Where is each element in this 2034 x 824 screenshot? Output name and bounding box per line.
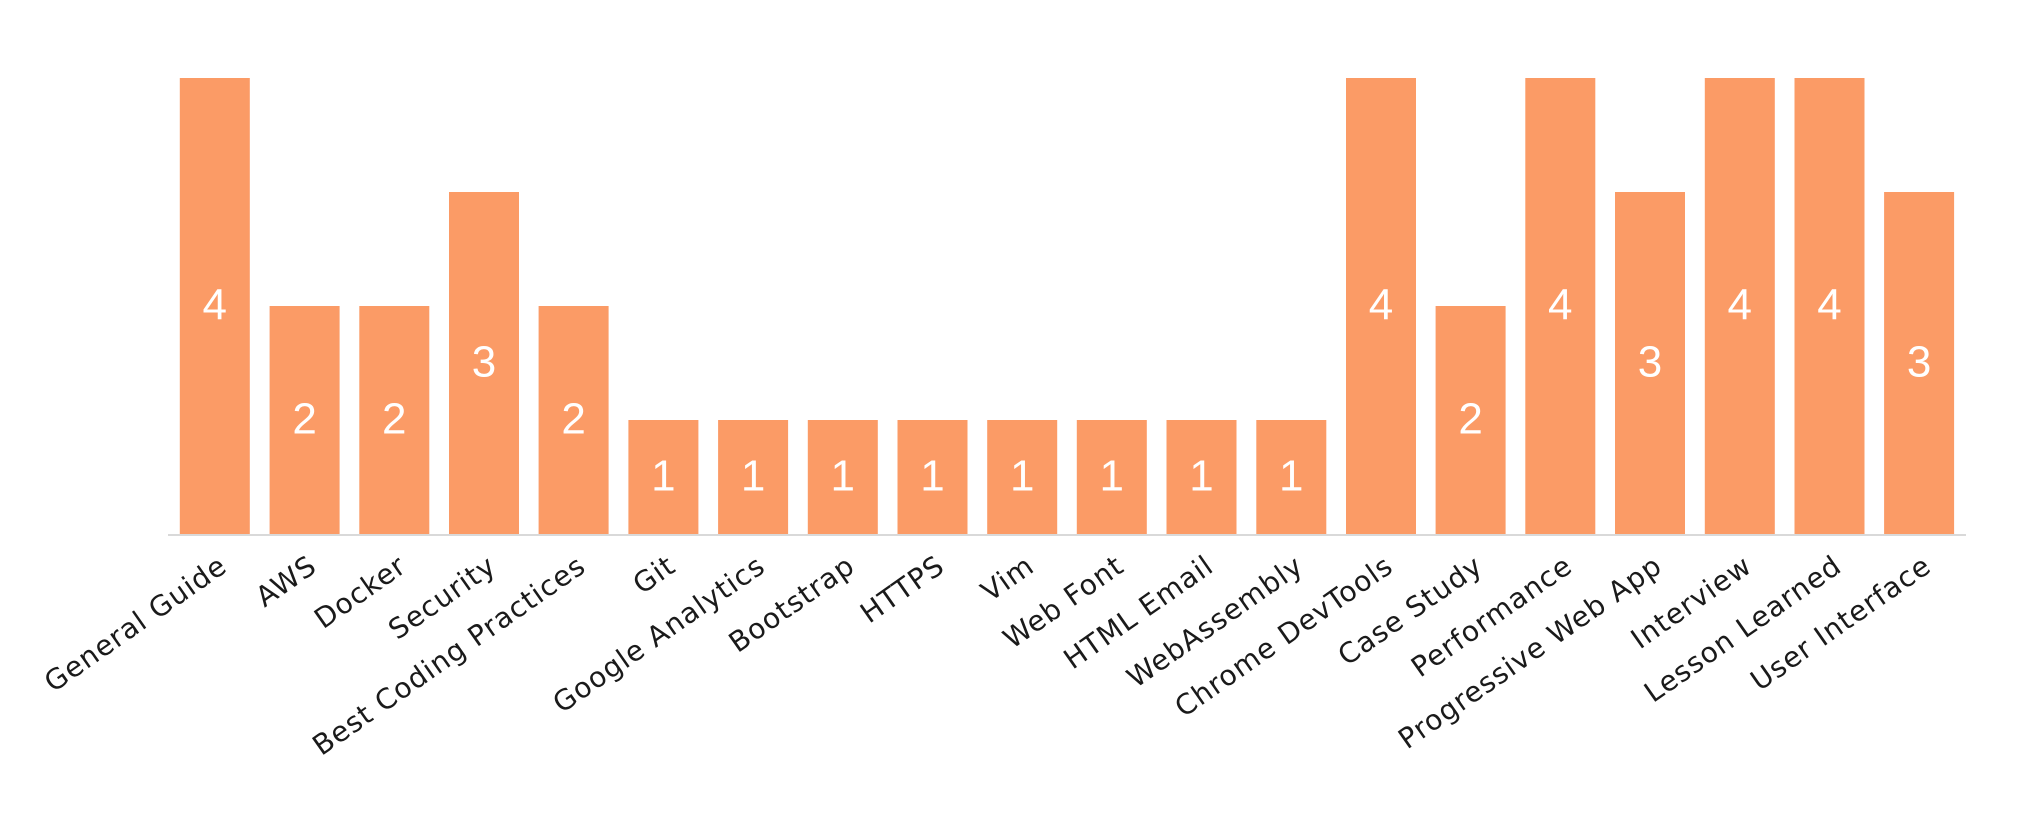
bar-6 — [718, 420, 789, 534]
bar-data-label: 4 — [1369, 281, 1393, 330]
bar-data-label: 2 — [382, 395, 406, 444]
bar-2 — [359, 306, 430, 534]
bar-8 — [897, 420, 968, 534]
bar-14 — [1435, 306, 1506, 534]
bar-18 — [1794, 78, 1865, 534]
bar-data-label: 1 — [741, 452, 765, 501]
x-tick-label: Git — [627, 549, 682, 601]
bar-data-label: 1 — [1189, 452, 1213, 501]
bar-0 — [179, 78, 250, 534]
x-tick-label: Vim — [975, 549, 1040, 608]
bar-3 — [449, 192, 519, 534]
bar-data-label: 3 — [1638, 338, 1662, 387]
bar-19 — [1884, 192, 1955, 534]
bar-data-label: 1 — [651, 452, 675, 501]
bar-17 — [1704, 78, 1775, 534]
bar-data-label: 4 — [203, 281, 227, 330]
bar-7 — [807, 420, 878, 534]
bar-4 — [538, 306, 609, 534]
bar-data-label: 3 — [1907, 338, 1931, 387]
x-tick-label: General Guide — [38, 549, 233, 699]
bar-10 — [1076, 420, 1147, 534]
bar-data-label: 4 — [1817, 281, 1841, 330]
bar-data-label: 4 — [1548, 281, 1572, 330]
bar-11 — [1166, 420, 1237, 534]
bar-data-label: 1 — [1010, 452, 1034, 501]
bar-15 — [1525, 78, 1596, 534]
bar-data-label: 1 — [831, 452, 855, 501]
bar-data-label: 1 — [920, 452, 944, 501]
bar-5 — [628, 420, 699, 534]
bar-data-label: 2 — [292, 395, 316, 444]
x-tick-label: AWS — [250, 549, 323, 614]
bar-9 — [987, 420, 1058, 534]
bar-data-label: 4 — [1728, 281, 1752, 330]
bar-data-label: 2 — [561, 395, 585, 444]
bar-16 — [1615, 192, 1685, 534]
bars-layer: 4 2 2 3 2 1 1 1 1 1 1 1 1 4 2 4 3 4 4 3 — [179, 78, 1955, 534]
bar-data-label: 2 — [1458, 395, 1482, 444]
bar-data-label: 1 — [1100, 452, 1124, 501]
bar-13 — [1346, 78, 1416, 534]
bar-1 — [269, 306, 340, 534]
bar-data-label: 1 — [1279, 452, 1303, 501]
bar-12 — [1256, 420, 1327, 534]
x-tick-label: HTTPS — [854, 549, 950, 630]
bar-data-label: 3 — [472, 338, 496, 387]
